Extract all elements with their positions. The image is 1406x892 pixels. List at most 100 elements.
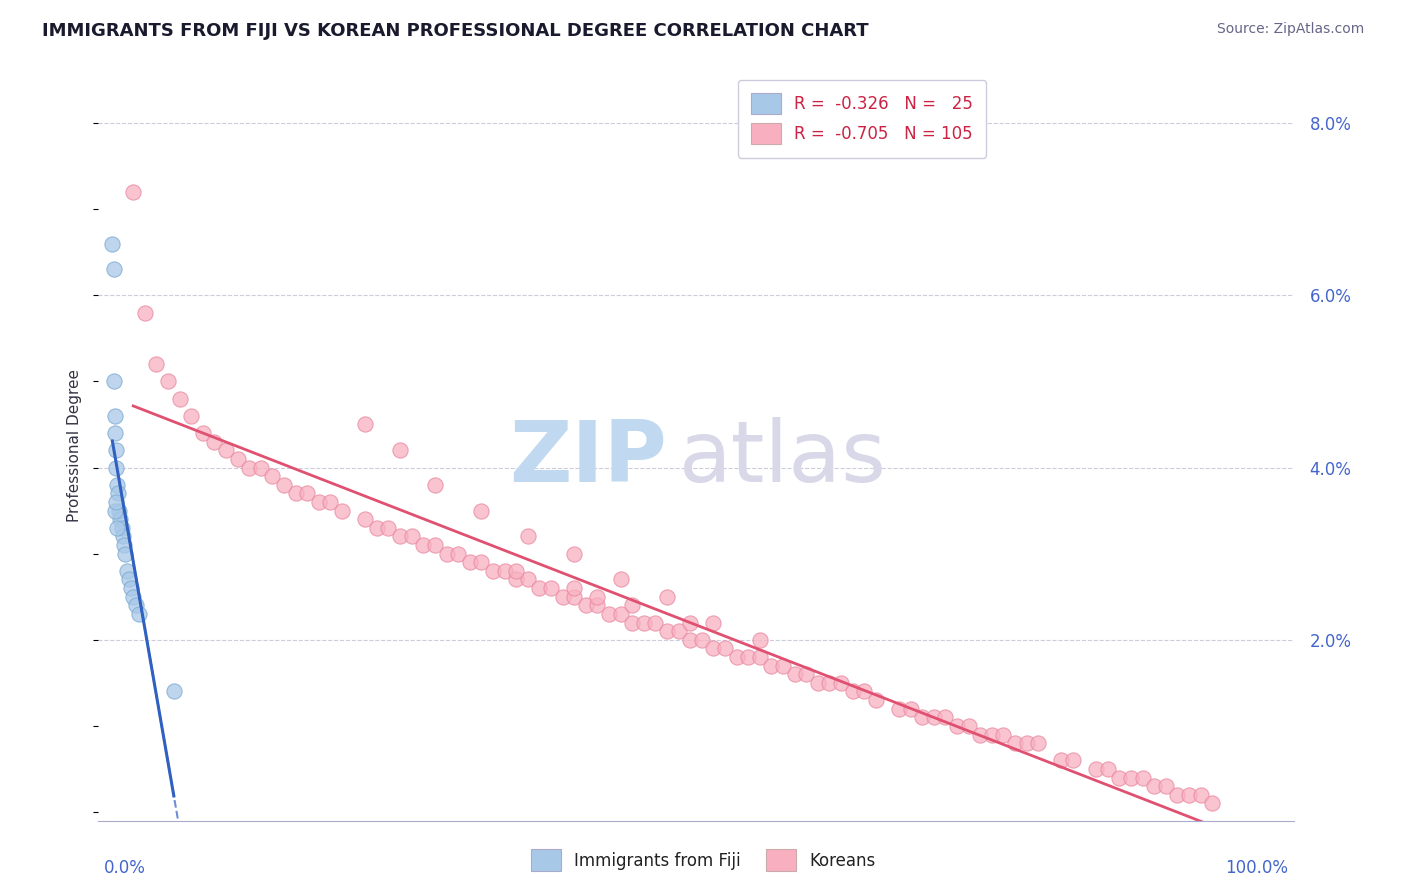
- Point: [112, 538, 135, 552]
- Point: [458, 555, 481, 569]
- Point: [1085, 762, 1108, 776]
- Point: [621, 599, 644, 613]
- Point: [284, 486, 307, 500]
- Point: [748, 632, 770, 647]
- Point: [262, 469, 284, 483]
- Point: [104, 495, 127, 509]
- Point: [226, 451, 249, 466]
- Point: [436, 547, 458, 561]
- Point: [297, 486, 319, 500]
- Point: [122, 590, 145, 604]
- Point: [104, 426, 127, 441]
- Point: [1201, 797, 1223, 811]
- Point: [934, 710, 956, 724]
- Point: [238, 460, 260, 475]
- Point: [108, 503, 131, 517]
- Point: [586, 599, 609, 613]
- Point: [330, 503, 353, 517]
- Point: [853, 684, 876, 698]
- Point: [980, 727, 1002, 741]
- Point: [714, 641, 737, 656]
- Legend: R =  -0.326   N =   25, R =  -0.705   N = 105: R = -0.326 N = 25, R = -0.705 N = 105: [738, 79, 987, 158]
- Point: [748, 650, 770, 665]
- Point: [1062, 753, 1084, 767]
- Point: [204, 434, 226, 449]
- Point: [668, 624, 690, 639]
- Point: [900, 701, 922, 715]
- Point: [887, 701, 910, 715]
- Point: [529, 581, 551, 595]
- Point: [117, 564, 139, 578]
- Point: [103, 375, 125, 389]
- Point: [841, 684, 863, 698]
- Point: [494, 564, 516, 578]
- Point: [1119, 771, 1142, 785]
- Point: [423, 538, 446, 552]
- Point: [470, 503, 492, 517]
- Point: [679, 615, 702, 630]
- Point: [1143, 779, 1166, 793]
- Point: [702, 641, 724, 656]
- Point: [690, 632, 713, 647]
- Text: atlas: atlas: [679, 417, 887, 500]
- Point: [110, 512, 132, 526]
- Point: [215, 443, 238, 458]
- Point: [807, 676, 830, 690]
- Point: [922, 710, 945, 724]
- Text: 0.0%: 0.0%: [104, 859, 146, 878]
- Text: 100.0%: 100.0%: [1225, 859, 1288, 878]
- Point: [250, 460, 273, 475]
- Point: [104, 443, 127, 458]
- Point: [1097, 762, 1119, 776]
- Point: [516, 529, 538, 543]
- Point: [551, 590, 574, 604]
- Point: [679, 632, 702, 647]
- Point: [273, 477, 295, 491]
- Point: [104, 409, 127, 423]
- Point: [516, 573, 538, 587]
- Point: [761, 658, 783, 673]
- Text: Source: ZipAtlas.com: Source: ZipAtlas.com: [1216, 22, 1364, 37]
- Point: [575, 599, 598, 613]
- Point: [725, 650, 748, 665]
- Point: [946, 719, 969, 733]
- Point: [969, 727, 991, 741]
- Legend: Immigrants from Fiji, Koreans: Immigrants from Fiji, Koreans: [523, 841, 883, 880]
- Point: [134, 305, 156, 319]
- Point: [111, 521, 134, 535]
- Point: [389, 443, 412, 458]
- Text: ZIP: ZIP: [509, 417, 666, 500]
- Point: [157, 375, 180, 389]
- Point: [366, 521, 388, 535]
- Point: [1166, 788, 1188, 802]
- Point: [389, 529, 412, 543]
- Point: [319, 495, 342, 509]
- Point: [609, 573, 631, 587]
- Point: [1189, 788, 1212, 802]
- Point: [609, 607, 631, 621]
- Point: [447, 547, 470, 561]
- Point: [354, 512, 377, 526]
- Point: [865, 693, 887, 707]
- Point: [145, 357, 167, 371]
- Point: [830, 676, 852, 690]
- Point: [308, 495, 330, 509]
- Point: [1015, 736, 1038, 750]
- Point: [505, 573, 527, 587]
- Point: [644, 615, 666, 630]
- Point: [401, 529, 423, 543]
- Point: [412, 538, 434, 552]
- Point: [1154, 779, 1177, 793]
- Point: [818, 676, 841, 690]
- Point: [540, 581, 562, 595]
- Point: [482, 564, 505, 578]
- Point: [633, 615, 655, 630]
- Point: [598, 607, 620, 621]
- Point: [169, 392, 191, 406]
- Point: [470, 555, 492, 569]
- Point: [354, 417, 377, 432]
- Point: [655, 590, 678, 604]
- Point: [111, 529, 134, 543]
- Point: [1026, 736, 1049, 750]
- Point: [104, 460, 127, 475]
